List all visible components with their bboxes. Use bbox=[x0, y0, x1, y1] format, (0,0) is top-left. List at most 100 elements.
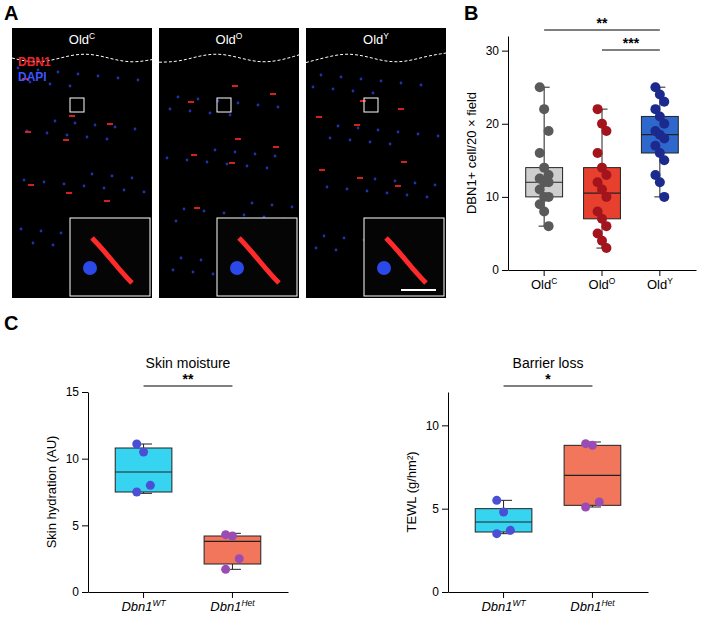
y-axis-title: TEWL (g/hm²) bbox=[404, 451, 419, 532]
x-tick-mark bbox=[232, 592, 233, 598]
micrograph bbox=[12, 28, 152, 298]
data-point bbox=[659, 155, 669, 165]
plot-marks bbox=[526, 82, 679, 253]
median bbox=[564, 475, 621, 476]
y-axis: 0 10 20 30 bbox=[486, 37, 509, 278]
y-tick-label: 10 bbox=[66, 452, 80, 466]
x-tick-mark bbox=[544, 270, 545, 276]
figure: AOldCOldOOldYDBN1DAPIB0102030DBN1+ cell/… bbox=[0, 0, 708, 638]
chart-title: Barrier loss bbox=[513, 355, 584, 371]
data-point bbox=[535, 148, 545, 158]
data-point bbox=[132, 440, 141, 449]
y-tick-mark bbox=[502, 51, 508, 52]
panel-label: B bbox=[464, 2, 478, 24]
y-tick-label: 5 bbox=[72, 519, 79, 533]
panel-label: A bbox=[4, 2, 18, 24]
significance-label: *** bbox=[623, 35, 640, 51]
x-tick: Dbn1Het bbox=[210, 592, 255, 614]
whisker-high bbox=[602, 109, 603, 168]
box-body bbox=[641, 116, 678, 153]
channel-label: DBN1 bbox=[18, 55, 51, 69]
significance-label: ** bbox=[183, 371, 194, 387]
y-tick: 10 bbox=[66, 452, 88, 466]
box bbox=[475, 500, 532, 533]
y-tick: 0 bbox=[72, 585, 88, 599]
x-tick: OldC bbox=[531, 270, 557, 292]
data-point bbox=[132, 488, 141, 497]
y-axis-title: Skin hydration (AU) bbox=[44, 436, 59, 549]
x-tick-label: OldO bbox=[589, 276, 616, 292]
y-tick-label: 10 bbox=[426, 419, 440, 433]
data-point bbox=[221, 565, 230, 574]
y-tick-mark bbox=[82, 525, 88, 526]
y-tick: 0 bbox=[492, 263, 508, 277]
y-tick: 0 bbox=[432, 585, 448, 599]
y-axis-line bbox=[448, 393, 449, 593]
box bbox=[584, 109, 621, 248]
x-axis-line bbox=[449, 592, 649, 593]
x-tick-label: Dbn1WT bbox=[481, 598, 526, 614]
x-tick-label: OldY bbox=[647, 276, 673, 292]
y-tick: 10 bbox=[486, 190, 508, 204]
x-tick-label: Dbn1Het bbox=[570, 598, 615, 614]
data-point bbox=[588, 441, 597, 450]
y-tick: 30 bbox=[486, 44, 508, 58]
y-tick-label: 10 bbox=[486, 190, 500, 204]
data-point bbox=[539, 207, 549, 217]
data-point bbox=[544, 192, 554, 202]
box bbox=[641, 87, 678, 197]
whisker-low bbox=[232, 564, 233, 569]
x-tick-label: Dbn1WT bbox=[121, 598, 166, 614]
whisker-high bbox=[143, 444, 144, 448]
y-tick-mark bbox=[82, 392, 88, 393]
data-point bbox=[595, 498, 604, 507]
data-point bbox=[581, 503, 590, 512]
y-tick-mark bbox=[82, 592, 88, 593]
y-axis-line bbox=[508, 37, 509, 271]
y-tick-label: 5 bbox=[432, 502, 439, 516]
data-point bbox=[544, 177, 554, 187]
box bbox=[564, 442, 621, 507]
data-point bbox=[228, 532, 237, 541]
data-point bbox=[506, 526, 515, 535]
data-point bbox=[601, 126, 611, 136]
box bbox=[115, 444, 172, 493]
y-tick-label: 0 bbox=[72, 585, 79, 599]
y-tick-label: 20 bbox=[486, 117, 500, 131]
box-body bbox=[564, 445, 621, 505]
y-tick-mark bbox=[502, 270, 508, 271]
plot-marks bbox=[115, 440, 261, 574]
data-point bbox=[139, 448, 148, 457]
x-tick-mark bbox=[602, 270, 603, 276]
data-point bbox=[659, 133, 669, 143]
x-tick-label: OldC bbox=[531, 276, 557, 292]
panel-label: C bbox=[4, 312, 18, 334]
y-tick-mark bbox=[442, 592, 448, 593]
data-point bbox=[146, 481, 155, 490]
x-tick: Dbn1WT bbox=[481, 592, 526, 614]
median bbox=[204, 541, 261, 542]
data-point bbox=[539, 104, 549, 114]
x-axis: Dbn1WT Dbn1Het bbox=[89, 592, 289, 614]
channel-label: DAPI bbox=[18, 70, 47, 84]
data-point bbox=[235, 554, 244, 563]
x-tick-mark bbox=[659, 270, 660, 276]
y-tick-mark bbox=[442, 425, 448, 426]
box-body bbox=[584, 168, 621, 219]
data-point bbox=[659, 97, 669, 107]
y-axis: 0 5 10 bbox=[426, 393, 449, 600]
y-tick: 10 bbox=[426, 419, 448, 433]
x-tick: OldY bbox=[647, 270, 673, 292]
x-tick: OldO bbox=[589, 270, 616, 292]
data-point bbox=[492, 529, 501, 538]
x-tick-label: Dbn1Het bbox=[210, 598, 255, 614]
whisker-high bbox=[503, 500, 504, 508]
data-point bbox=[601, 243, 611, 253]
data-point bbox=[601, 170, 611, 180]
data-point bbox=[659, 119, 669, 129]
panel-title: OldO bbox=[216, 31, 243, 47]
y-tick-label: 0 bbox=[432, 585, 439, 599]
y-tick-label: 15 bbox=[66, 385, 80, 399]
y-axis-line bbox=[88, 393, 89, 593]
y-tick-mark bbox=[442, 509, 448, 510]
